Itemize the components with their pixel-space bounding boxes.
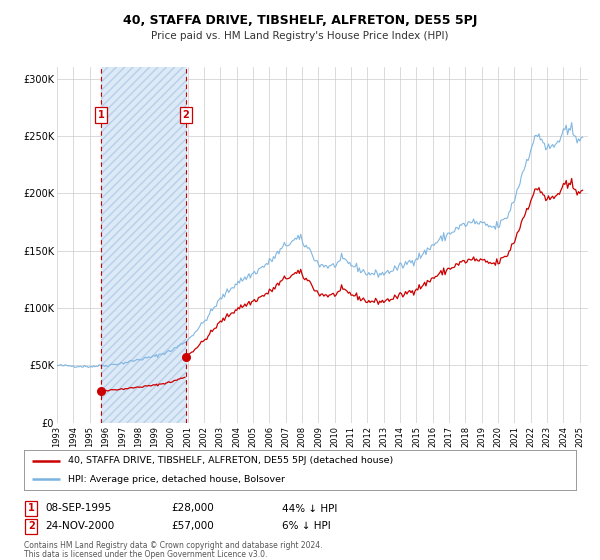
- Text: Price paid vs. HM Land Registry's House Price Index (HPI): Price paid vs. HM Land Registry's House …: [151, 31, 449, 41]
- Text: £57,000: £57,000: [171, 521, 214, 531]
- Text: 6% ↓ HPI: 6% ↓ HPI: [282, 521, 331, 531]
- Text: £28,000: £28,000: [171, 503, 214, 514]
- Text: 24-NOV-2000: 24-NOV-2000: [45, 521, 114, 531]
- Bar: [101, 67, 186, 423]
- Text: 1: 1: [28, 503, 35, 514]
- Text: 2: 2: [28, 521, 35, 531]
- Text: Contains HM Land Registry data © Crown copyright and database right 2024.: Contains HM Land Registry data © Crown c…: [24, 541, 323, 550]
- Text: 08-SEP-1995: 08-SEP-1995: [45, 503, 111, 514]
- Text: 44% ↓ HPI: 44% ↓ HPI: [282, 503, 337, 514]
- Text: HPI: Average price, detached house, Bolsover: HPI: Average price, detached house, Bols…: [68, 475, 285, 484]
- Text: 2: 2: [182, 110, 190, 120]
- Text: This data is licensed under the Open Government Licence v3.0.: This data is licensed under the Open Gov…: [24, 550, 268, 559]
- Text: 40, STAFFA DRIVE, TIBSHELF, ALFRETON, DE55 5PJ: 40, STAFFA DRIVE, TIBSHELF, ALFRETON, DE…: [123, 14, 477, 27]
- Text: 40, STAFFA DRIVE, TIBSHELF, ALFRETON, DE55 5PJ (detached house): 40, STAFFA DRIVE, TIBSHELF, ALFRETON, DE…: [68, 456, 394, 465]
- Text: 1: 1: [98, 110, 104, 120]
- Bar: [101, 67, 186, 423]
